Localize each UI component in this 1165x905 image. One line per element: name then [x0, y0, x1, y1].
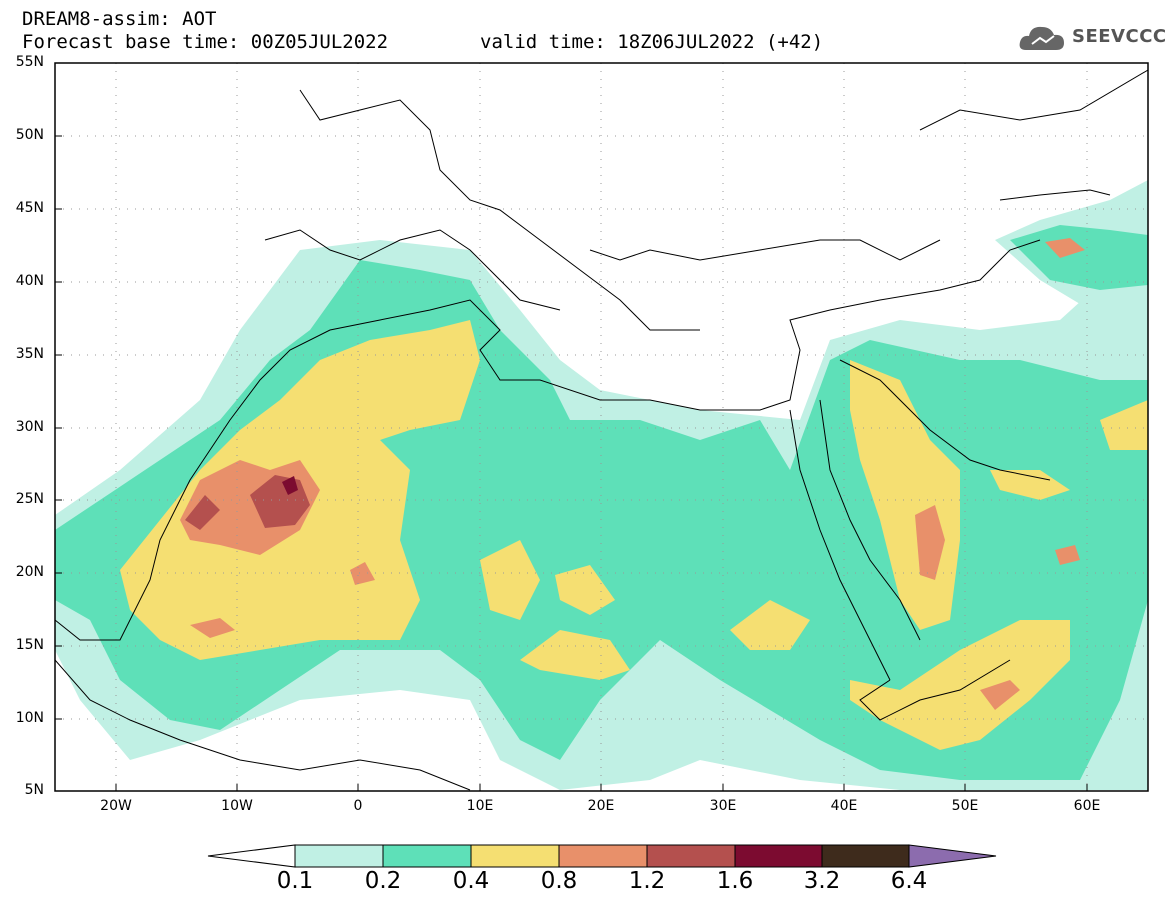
colorbar-label: 3.2 — [803, 868, 841, 894]
aot-band-0.4-sudan — [730, 600, 810, 650]
lon-label: 60E — [1073, 798, 1101, 814]
colorbar — [207, 844, 997, 868]
colorbar-label: 1.2 — [628, 868, 666, 894]
colorbar-bin-1.2 — [646, 844, 736, 868]
colorbar-bin-0.2 — [382, 844, 472, 868]
valid-time: valid time: 18Z06JUL2022 (+42) — [480, 31, 824, 53]
aot-band-1.6 — [282, 476, 298, 495]
colorbar-bin-0.1 — [294, 844, 384, 868]
lat-label: 55N — [15, 54, 44, 70]
forecast-base-time: Forecast base time: 00Z05JUL2022 — [22, 31, 389, 53]
aot-band-0.8-mali — [190, 618, 235, 638]
colorbar-label: 1.6 — [716, 868, 754, 894]
seevccc-logo: SEEVCCC — [1018, 20, 1165, 60]
lon-label: 20E — [587, 798, 615, 814]
lon-label: 40E — [830, 798, 858, 814]
lat-label: 5N — [24, 782, 44, 798]
colorbar-label: 0.2 — [364, 868, 402, 894]
colorbar-label: 0.4 — [452, 868, 490, 894]
aot-band-0.8-oman — [1055, 545, 1080, 565]
colorbar-high-arrow — [908, 844, 997, 868]
lat-label: 30N — [15, 419, 44, 435]
cloud-icon — [1019, 26, 1064, 50]
aot-band-0.8-arabia — [915, 505, 945, 580]
lat-label: 20N — [15, 564, 44, 580]
colorbar-label: 6.4 — [890, 868, 928, 894]
aot-band-0.8-niger — [350, 562, 375, 585]
lon-label: 0 — [353, 798, 363, 814]
colorbar-bin-0.8 — [558, 844, 648, 868]
aot-band-0.8-somalia — [980, 680, 1020, 710]
colorbar-bin-3.2 — [821, 844, 910, 868]
lon-label: 10W — [221, 798, 253, 814]
axis-ticks — [55, 135, 1088, 791]
lat-label: 35N — [15, 346, 44, 362]
lat-label: 15N — [15, 637, 44, 653]
aot-band-0.4-sahel — [480, 540, 540, 620]
colorbar-bin-1.6 — [734, 844, 823, 868]
logo-text: SEEVCCC — [1072, 26, 1165, 47]
colorbar-label: 0.1 — [276, 868, 314, 894]
aot-band-0.4-yemen — [850, 620, 1070, 750]
lon-label: 50E — [951, 798, 979, 814]
aot-band-0.4-iran — [1100, 400, 1148, 450]
aot-band-0.2-caspian — [1010, 225, 1148, 290]
lon-label: 30E — [709, 798, 737, 814]
lat-label: 25N — [15, 491, 44, 507]
lat-label: 50N — [15, 127, 44, 143]
aot-band-0.4-gulf — [990, 470, 1070, 500]
colorbar-label: 0.8 — [540, 868, 578, 894]
aot-band-0.4-chad — [520, 630, 630, 680]
coastlines — [55, 69, 1148, 791]
aot-band-0.8-caspian — [1045, 238, 1085, 258]
lon-label: 10E — [466, 798, 494, 814]
colorbar-bin-0.4 — [470, 844, 560, 868]
lon-label: 20W — [100, 798, 132, 814]
lat-label: 45N — [15, 200, 44, 216]
aot-band-0.4-libya — [555, 565, 615, 615]
map-title: DREAM8-assim: AOT — [22, 8, 217, 30]
aot-band-1.2-west — [185, 495, 220, 530]
lat-label: 10N — [15, 710, 44, 726]
colorbar-low-arrow — [207, 844, 296, 868]
lat-label: 40N — [15, 273, 44, 289]
